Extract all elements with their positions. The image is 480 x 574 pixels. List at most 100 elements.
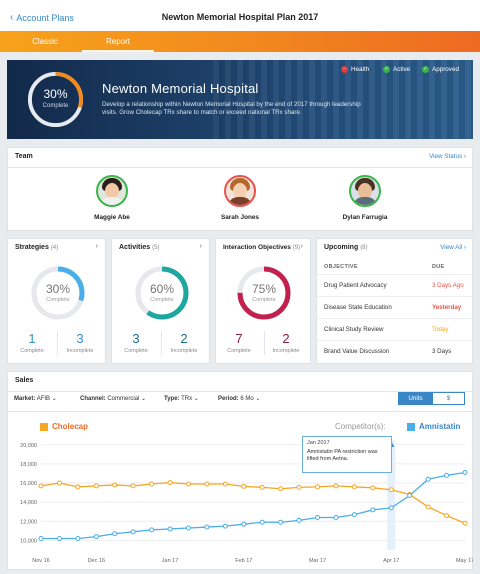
competitor-label: Competitor(s): bbox=[335, 422, 386, 431]
activities-complete-label: Complete bbox=[124, 348, 148, 354]
activities-card[interactable]: Activities (5) › 60% Complete 3 Complete… bbox=[111, 238, 210, 364]
data-point bbox=[296, 517, 302, 523]
avatar bbox=[224, 175, 256, 207]
upcoming-objective: Clinical Study Review bbox=[324, 326, 384, 333]
interactions-complete-label: Complete bbox=[227, 348, 251, 354]
chevron-right-icon[interactable]: › bbox=[95, 243, 98, 250]
page-title: Newton Memorial Hospital Plan 2017 bbox=[161, 12, 319, 22]
data-point bbox=[149, 527, 155, 533]
member-name: Sarah Jones bbox=[220, 214, 259, 221]
upcoming-row[interactable]: Disease State Education Yesterday bbox=[317, 296, 472, 317]
data-point bbox=[351, 484, 357, 490]
data-point bbox=[444, 472, 450, 478]
legend-amnistatin[interactable]: Amnistatin bbox=[407, 422, 460, 431]
sales-title: Sales bbox=[15, 377, 34, 384]
data-point bbox=[425, 504, 431, 510]
period-filter[interactable]: Period: 6 Mo ⌄ bbox=[218, 396, 261, 402]
chevron-right-icon[interactable]: › bbox=[199, 243, 202, 250]
upcoming-card: Upcoming (8) View All › OBJECTIVE DUE Dr… bbox=[316, 238, 473, 364]
status-active-label: Active bbox=[393, 66, 411, 73]
data-point bbox=[315, 514, 321, 520]
upcoming-row[interactable]: Drug Patient Advocacy 3 Days Ago bbox=[317, 274, 472, 295]
cholecap-label: Cholecap bbox=[52, 422, 89, 431]
units-toggle[interactable]: Units bbox=[398, 392, 433, 405]
status-active: ✓ Active bbox=[383, 66, 410, 73]
activities-donut bbox=[135, 266, 189, 320]
sales-line-chart: 20,000 18,000 16,000 14,000 12,000 10,000 Nov … bbox=[20, 440, 473, 564]
activities-percent: 60% bbox=[149, 282, 175, 296]
activities-percent-label: Complete bbox=[150, 297, 174, 303]
data-point bbox=[185, 481, 191, 487]
data-point bbox=[241, 483, 247, 489]
strategies-incomplete-label: Incomplete bbox=[66, 348, 94, 354]
tab-classic[interactable]: Classic bbox=[32, 37, 58, 46]
status-approved-label: Approved bbox=[432, 66, 459, 73]
avatar bbox=[96, 175, 128, 207]
strategies-arc bbox=[31, 266, 85, 320]
activities-complete-count: 3 bbox=[132, 331, 140, 346]
y-tick-label: 14,000 bbox=[20, 500, 37, 506]
data-point bbox=[149, 481, 155, 487]
x-tick-label: Apr 17 bbox=[383, 558, 399, 564]
type-filter[interactable]: Type: TRx ⌄ bbox=[164, 396, 199, 402]
data-point bbox=[93, 534, 99, 540]
upcoming-objective: Brand Value Discussion bbox=[324, 348, 390, 355]
team-member[interactable]: Maggie Abe bbox=[72, 175, 152, 221]
data-point bbox=[333, 514, 339, 520]
tooltip-date: Jan 2017 bbox=[307, 440, 330, 446]
data-point bbox=[167, 526, 173, 532]
data-point bbox=[38, 483, 44, 489]
strategies-percent-label: Complete bbox=[46, 297, 70, 303]
status-approved: ✓ Approved bbox=[422, 66, 459, 73]
status-health-label: Health bbox=[351, 66, 370, 73]
plan-description: Develop a relationship within Newton Mem… bbox=[102, 101, 361, 116]
interactions-arc bbox=[237, 266, 291, 320]
upcoming-objective: Drug Patient Advocacy bbox=[324, 282, 387, 289]
market-filter[interactable]: Market: AFIB ⌄ bbox=[14, 396, 57, 402]
team-member[interactable]: Sarah Jones bbox=[200, 175, 280, 221]
upcoming-row[interactable]: Brand Value Discussion 3 Days bbox=[317, 340, 472, 361]
tab-report[interactable]: Report bbox=[82, 31, 154, 52]
data-point bbox=[425, 476, 431, 482]
data-point bbox=[370, 485, 376, 491]
sales-card: Sales bbox=[7, 371, 473, 570]
data-point bbox=[259, 519, 265, 525]
hospital-name: Newton Memorial Hospital bbox=[102, 81, 259, 96]
status-health: − Health bbox=[341, 66, 369, 73]
view-status-link[interactable]: View Status › bbox=[429, 153, 466, 160]
upcoming-count: (8) bbox=[360, 245, 368, 251]
activities-incomplete-count: 2 bbox=[180, 331, 188, 346]
upcoming-due: 3 Days Ago bbox=[432, 282, 464, 289]
data-point bbox=[130, 483, 136, 489]
avatar bbox=[349, 175, 381, 207]
event-tooltip: Jan 2017 Amnistatin PA restriction was l… bbox=[302, 436, 392, 473]
data-point bbox=[351, 512, 357, 518]
data-point bbox=[333, 483, 339, 489]
data-point bbox=[296, 484, 302, 490]
series-line-amnistatin bbox=[41, 471, 466, 540]
chevron-down-icon: ⌄ bbox=[193, 396, 199, 402]
data-point bbox=[222, 481, 228, 487]
activities-arc bbox=[135, 266, 189, 320]
member-name: Maggie Abe bbox=[94, 214, 130, 221]
x-tick-label: Mar 17 bbox=[309, 558, 326, 564]
check-icon: ✓ bbox=[383, 66, 390, 73]
chevron-right-icon[interactable]: › bbox=[300, 243, 303, 250]
team-title: Team bbox=[15, 153, 33, 160]
team-member[interactable]: Dylan Farrugia bbox=[325, 175, 405, 221]
x-tick-label: Nov 16 bbox=[32, 558, 49, 564]
data-point bbox=[56, 480, 62, 486]
x-tick-label: Dec 16 bbox=[88, 558, 105, 564]
view-all-link[interactable]: View All › bbox=[440, 244, 466, 251]
data-point bbox=[112, 531, 118, 537]
interaction-objectives-card[interactable]: Interaction Objectives (9) › 75% Complet… bbox=[215, 238, 311, 364]
chevron-down-icon: ⌄ bbox=[51, 396, 57, 402]
series-line-cholecap bbox=[40, 481, 466, 524]
plan-progress-percent: 30% bbox=[43, 87, 68, 101]
upcoming-row[interactable]: Clinical Study Review Today bbox=[317, 318, 472, 339]
channel-filter[interactable]: Channel: Commercial ⌄ bbox=[80, 396, 147, 402]
dollar-toggle[interactable]: $ bbox=[432, 392, 465, 405]
amnistatin-label: Amnistatin bbox=[419, 422, 461, 431]
back-button[interactable]: ‹ Account Plans bbox=[10, 12, 74, 23]
strategies-card[interactable]: Strategies (4) › 30% Complete 1 Complete… bbox=[7, 238, 106, 364]
